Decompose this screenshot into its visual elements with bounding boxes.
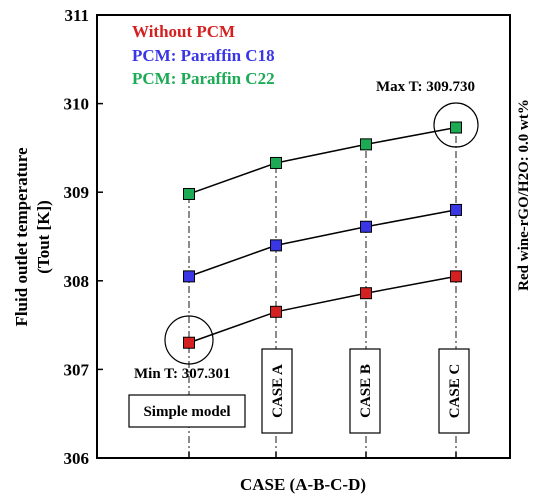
y-tick-label: 306 — [64, 449, 90, 468]
y-tick-label: 307 — [64, 360, 90, 379]
y-tick-label: 310 — [64, 95, 90, 114]
series-point — [360, 220, 372, 233]
min-label: Min T: 307.301 — [134, 366, 231, 382]
series-point — [360, 287, 372, 300]
plot-frame — [96, 14, 511, 459]
y-axis-title-line-1: Fluid outlet temperature — [12, 147, 31, 327]
category-label-simple-model: Simple model — [143, 404, 230, 420]
legend-entry-paraffin-c18: PCM: Paraffin C18 — [132, 46, 275, 65]
min-marker-circle — [164, 315, 214, 365]
series-point — [450, 121, 462, 134]
legend-entry-without-pcm: Without PCM — [132, 22, 235, 41]
series-line — [188, 275, 457, 344]
category-boxes: Simple model CASE A CASE B CASE C — [128, 348, 470, 434]
series-2 — [183, 121, 462, 200]
max-marker-circle — [433, 102, 479, 148]
series-line — [188, 209, 457, 278]
series-point — [450, 270, 462, 283]
category-label-case-c: CASE C — [447, 364, 463, 419]
legend-entry-paraffin-c22: PCM: Paraffin C22 — [132, 69, 275, 88]
category-label-case-a: CASE A — [270, 364, 286, 418]
series-point — [270, 156, 282, 169]
y-tick-label: 311 — [64, 6, 89, 25]
series-0 — [183, 270, 462, 349]
series-point — [183, 270, 195, 283]
side-label: Red wine-rGO/H2O: 0.0 wt% — [516, 99, 532, 291]
legend: Without PCM PCM: Paraffin C18 PCM: Paraf… — [132, 22, 275, 88]
y-tick-label: 308 — [64, 272, 90, 291]
series-point — [270, 239, 282, 252]
series-point — [450, 203, 462, 216]
series-point — [270, 305, 282, 318]
series-point — [183, 336, 195, 349]
series-point — [183, 187, 195, 200]
category-box-case-a — [261, 348, 293, 434]
category-box-simple-model — [128, 394, 246, 428]
y-axis-title-line-2: (Tout [K]) — [34, 200, 53, 274]
y-axis: 306 307 308 309 310 311 — [64, 6, 103, 468]
category-box-case-c — [438, 348, 470, 434]
series-line — [188, 126, 457, 195]
x-axis-title: CASE (A-B-C-D) — [240, 475, 366, 494]
max-label: Max T: 309.730 — [376, 79, 475, 95]
category-label-case-b: CASE B — [358, 364, 374, 418]
y-axis-title: Fluid outlet temperature (Tout [K]) — [12, 147, 53, 327]
y-tick-label: 309 — [64, 183, 90, 202]
series-1 — [183, 203, 462, 283]
series-point — [360, 138, 372, 151]
series-layer — [183, 121, 462, 349]
category-box-case-b — [349, 348, 381, 434]
